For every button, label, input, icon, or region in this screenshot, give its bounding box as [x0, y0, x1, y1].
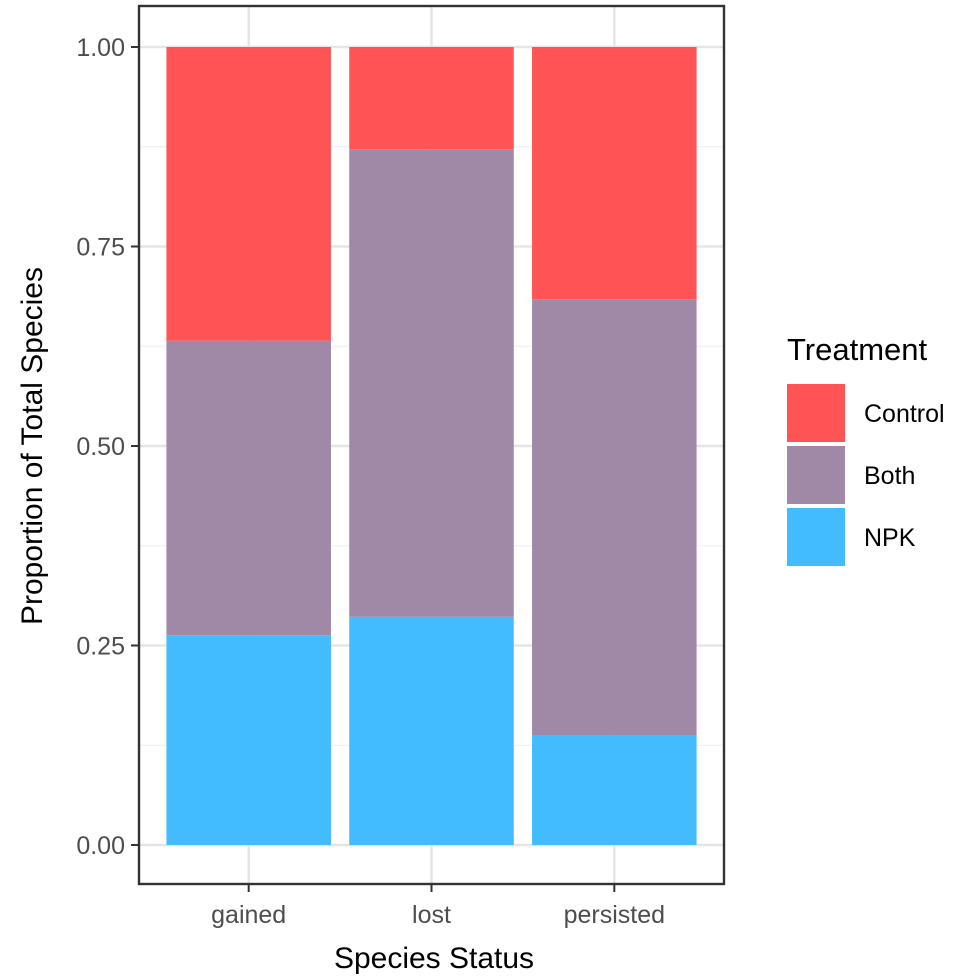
x-tick-label: lost: [412, 901, 451, 929]
bar-gained-both: [166, 340, 331, 636]
y-axis-title: Proportion of Total Species: [16, 267, 49, 625]
legend-label-control: Control: [864, 400, 945, 428]
x-tick-label: gained: [211, 901, 286, 929]
bar-lost-both: [349, 149, 514, 617]
y-tick-label: 1.00: [76, 34, 125, 62]
bars: [166, 47, 697, 845]
y-tick-label: 0.75: [76, 234, 125, 262]
x-axis-title: Species Status: [334, 942, 534, 975]
bar-lost-npk: [349, 616, 514, 845]
y-tick-label: 0.00: [76, 832, 125, 860]
y-tick-label: 0.25: [76, 633, 125, 661]
bar-gained-npk: [166, 635, 331, 845]
bar-persisted-control: [532, 47, 697, 300]
legend-key-npk: [787, 508, 845, 566]
bar-gained-control: [166, 47, 331, 341]
legend-label-npk: NPK: [864, 524, 916, 552]
legend-key-both: [787, 446, 845, 504]
y-axis: 0.00 0.25 0.50 0.75 1.00: [76, 34, 139, 860]
y-tick-label: 0.50: [76, 433, 125, 461]
legend-label-both: Both: [864, 462, 915, 490]
legend-title: Treatment: [787, 332, 928, 367]
legend-key-control: [787, 384, 845, 442]
legend: Treatment Control Both NPK: [787, 332, 945, 566]
bar-persisted-both: [532, 299, 697, 736]
bar-persisted-npk: [532, 735, 697, 845]
bar-lost-control: [349, 47, 514, 150]
x-axis: gained lost persisted: [211, 884, 665, 929]
x-tick-label: persisted: [564, 901, 665, 929]
